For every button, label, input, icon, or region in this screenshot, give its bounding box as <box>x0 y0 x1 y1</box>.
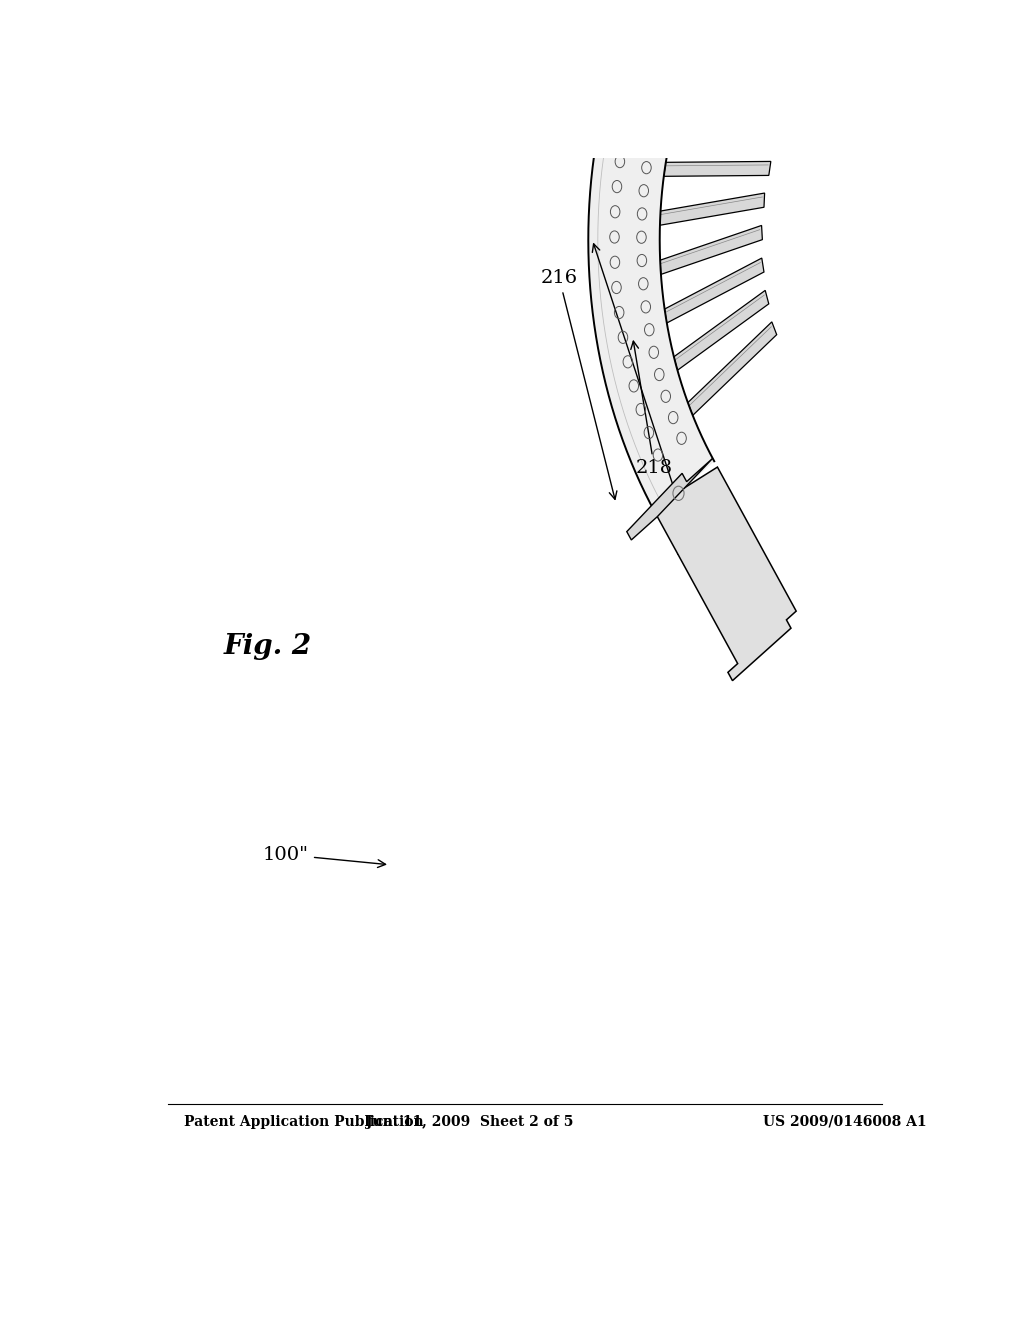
Polygon shape <box>665 257 764 323</box>
Polygon shape <box>652 467 797 681</box>
Polygon shape <box>660 226 762 275</box>
Text: 216: 216 <box>541 269 616 499</box>
Polygon shape <box>589 0 775 513</box>
Polygon shape <box>664 161 771 177</box>
Text: 200: 200 <box>592 244 713 558</box>
Polygon shape <box>703 26 807 88</box>
Polygon shape <box>726 0 825 63</box>
Polygon shape <box>688 322 776 416</box>
Polygon shape <box>686 70 793 115</box>
Polygon shape <box>674 290 769 371</box>
Text: 100": 100" <box>263 846 386 867</box>
Polygon shape <box>627 458 713 540</box>
Text: Jun. 11, 2009  Sheet 2 of 5: Jun. 11, 2009 Sheet 2 of 5 <box>366 1115 573 1129</box>
Polygon shape <box>659 193 765 226</box>
Text: Fig. 2: Fig. 2 <box>223 632 311 660</box>
Text: 218: 218 <box>631 341 673 478</box>
Text: US 2009/0146008 A1: US 2009/0146008 A1 <box>763 1115 927 1129</box>
Polygon shape <box>752 0 845 41</box>
Text: Patent Application Publication: Patent Application Publication <box>183 1115 423 1129</box>
Polygon shape <box>673 115 780 145</box>
